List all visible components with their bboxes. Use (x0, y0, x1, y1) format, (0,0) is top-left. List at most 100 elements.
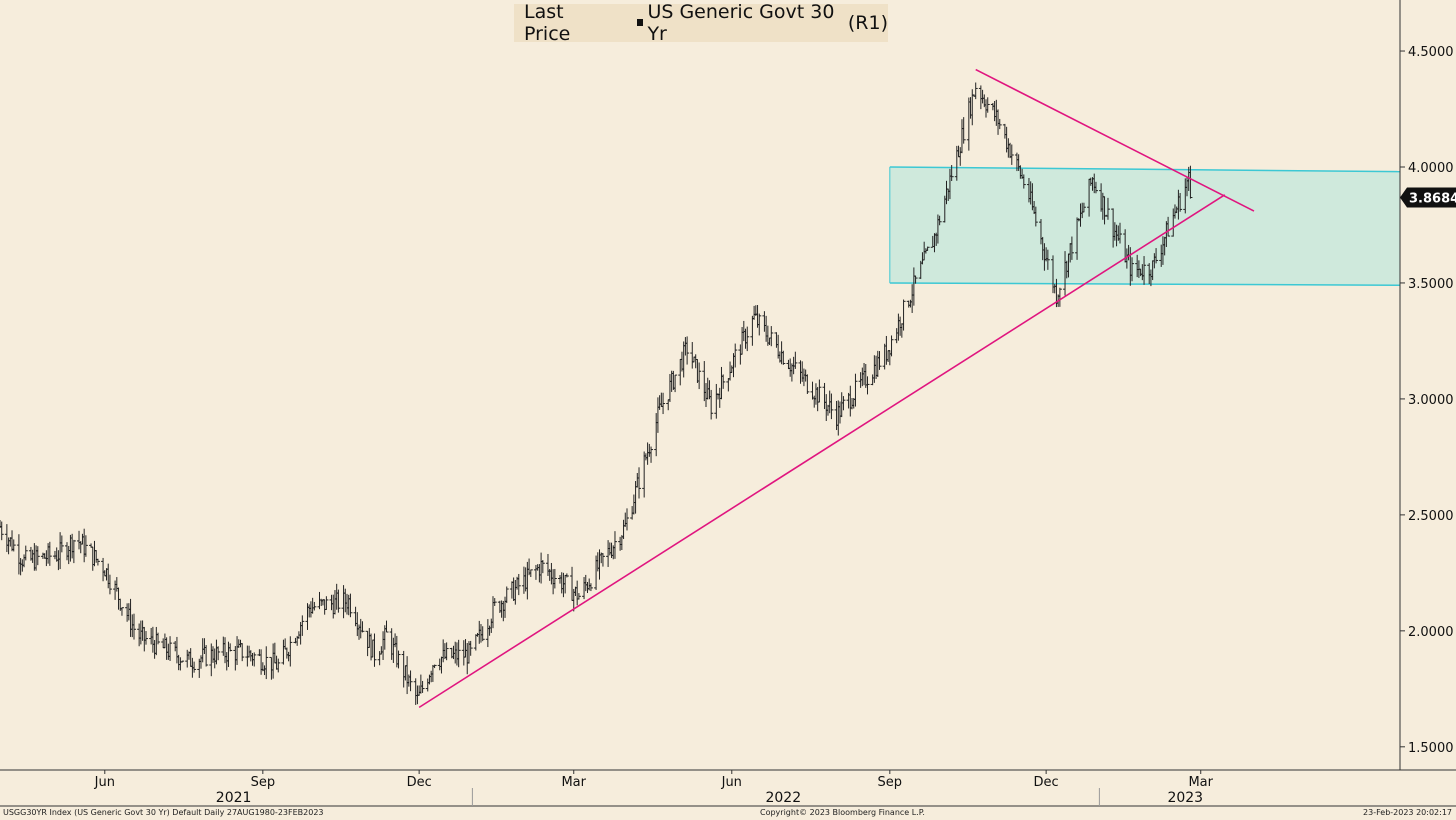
price-bar (119, 607, 124, 616)
price-bar (1166, 216, 1171, 237)
price-bar (769, 326, 774, 347)
price-bar (1033, 206, 1038, 227)
price-bar (71, 539, 76, 564)
legend-series-marker (637, 18, 644, 26)
price-bar (829, 393, 834, 420)
range-band-fill (889, 166, 1400, 286)
price-bar (793, 351, 798, 369)
x-tick-label: Dec (407, 775, 432, 790)
price-bar (588, 583, 593, 592)
price-bar (576, 593, 581, 600)
price-bar (853, 373, 858, 407)
price-bar (204, 645, 209, 667)
trendlines-layer (418, 68, 1255, 709)
price-bar (95, 558, 100, 566)
price-bar (144, 631, 149, 645)
price-bar (564, 573, 569, 578)
year-label: 2023 (1167, 790, 1203, 806)
year-label: 2022 (765, 790, 801, 806)
y-tick-label: 3.0000 (1408, 393, 1454, 408)
price-bar (1069, 236, 1074, 260)
price-bar (1081, 202, 1086, 213)
price-bar (252, 652, 257, 667)
price-bar (336, 589, 341, 613)
price-bar (408, 670, 413, 692)
legend: Last Price US Generic Govt 30 Yr (R1) (514, 1, 888, 45)
price-bar (1188, 165, 1193, 199)
legend-axis-ref: (R1) (847, 12, 888, 34)
price-bar (300, 615, 305, 636)
price-bar (714, 383, 719, 419)
price-bar (492, 598, 497, 606)
price-bar (673, 374, 678, 393)
price-bar (649, 446, 654, 463)
price-bar (1130, 257, 1135, 282)
price-bar (973, 82, 978, 100)
price-bar (444, 642, 449, 661)
price-bar (83, 535, 88, 557)
price-bar (750, 315, 755, 346)
price-bar (817, 379, 822, 403)
price-bar (841, 396, 846, 411)
price-bar (528, 569, 533, 578)
price-bar (107, 574, 112, 595)
price-bar (697, 362, 702, 390)
price-bars-layer (0, 82, 1193, 705)
price-bar (131, 613, 136, 640)
y-tick-label: 3.5000 (1408, 277, 1454, 292)
price-bar (0, 521, 4, 541)
price-bar (901, 299, 906, 331)
price-bar (1178, 193, 1183, 212)
legend-series-name: US Generic Govt 30 Yr (647, 1, 835, 45)
last-value-flag (1400, 187, 1456, 208)
price-bar (480, 626, 485, 642)
price-bar (913, 275, 918, 284)
range-band-layer (889, 166, 1401, 287)
footer-right: 23-Feb-2023 20:02:17 (1363, 808, 1452, 817)
price-bar (1045, 249, 1050, 270)
price-bar (312, 601, 317, 611)
price-bar (516, 573, 521, 596)
price-bar (877, 351, 882, 370)
price-bar (745, 326, 750, 352)
y-tick-label: 4.5000 (1408, 45, 1454, 60)
price-bar (1154, 248, 1159, 264)
price-bar (690, 342, 695, 369)
price-bar (35, 546, 40, 566)
price-bar (865, 376, 870, 395)
price-bar (1057, 287, 1062, 307)
price-bar (805, 374, 810, 394)
last-value-label: 3.8684 (1409, 192, 1456, 207)
x-tick-label: Sep (251, 775, 276, 790)
price-bar (11, 539, 16, 552)
price-bar (156, 632, 161, 645)
price-bar (264, 646, 269, 680)
price-bar (180, 660, 185, 663)
range-band-lower-line (889, 282, 1401, 287)
y-tick-label: 1.5000 (1408, 741, 1454, 756)
price-bar (396, 650, 401, 669)
price-bar (47, 541, 52, 566)
price-bar (612, 531, 617, 559)
price-bar (1118, 222, 1122, 244)
price-bar (757, 313, 762, 336)
price-bar (384, 620, 389, 633)
price-bar (59, 535, 64, 553)
price-bar (168, 636, 173, 661)
price-bar (216, 646, 221, 661)
price-bar (276, 658, 281, 673)
x-tick-label: Dec (1034, 775, 1059, 790)
price-bar (661, 392, 666, 415)
range-band-upper-line (889, 166, 1401, 173)
price-bar (925, 246, 930, 251)
price-bar (600, 553, 605, 567)
price-bar (985, 97, 990, 113)
price-bar (324, 596, 329, 610)
price-bar (456, 639, 461, 668)
price-bar (192, 661, 197, 673)
price-bar (709, 389, 714, 420)
price-bar (721, 374, 726, 389)
